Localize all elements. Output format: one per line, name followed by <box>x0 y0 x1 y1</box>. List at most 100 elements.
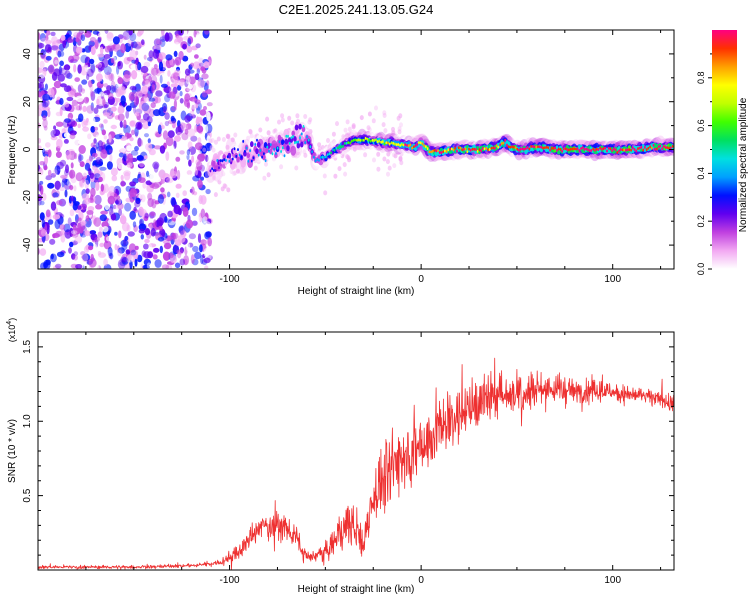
noise-blob <box>128 243 136 253</box>
ridge-blob <box>292 135 295 138</box>
faint-blob <box>391 130 396 136</box>
noise-blob <box>88 120 92 129</box>
noise-blob <box>129 210 136 220</box>
noise-blob <box>197 233 202 244</box>
noise-blob <box>155 39 163 46</box>
noise-blob <box>73 138 80 146</box>
noise-blob <box>83 96 90 104</box>
noise-blob <box>86 105 94 114</box>
noise-blob <box>156 217 164 226</box>
noise-blob <box>129 259 133 269</box>
noise-blob <box>88 230 95 238</box>
noise-blob <box>204 124 209 134</box>
noise-blob <box>184 68 191 76</box>
ridge-blob <box>354 138 357 142</box>
ridge-blob <box>509 145 512 149</box>
ridge-blob <box>616 151 619 154</box>
noise-blob <box>146 170 150 177</box>
noise-blob <box>135 50 139 56</box>
noise-blob <box>126 133 132 139</box>
noise-blob <box>118 230 122 239</box>
noise-blob <box>152 49 160 59</box>
ridge-blob <box>666 146 669 150</box>
ridge-blob <box>335 146 338 150</box>
noise-blob <box>151 67 159 76</box>
ridge-blob <box>469 148 472 152</box>
ridge-blob <box>416 142 419 146</box>
noise-blob <box>93 138 97 144</box>
noise-blob <box>61 128 66 134</box>
noise-blob <box>67 36 75 44</box>
ridge-blob <box>649 145 651 149</box>
ridge-blob <box>538 145 541 149</box>
ridge-blob <box>347 141 350 145</box>
ridge-blob <box>526 146 529 149</box>
noise-blob <box>47 169 52 177</box>
faint-blob <box>340 153 345 159</box>
noise-blob <box>176 132 182 136</box>
noise-blob <box>95 181 100 191</box>
noise-blob <box>38 225 43 231</box>
noise-blob <box>114 243 118 251</box>
noise-blob <box>152 238 156 244</box>
noise-blob <box>173 41 181 51</box>
ridge-blob <box>428 150 431 154</box>
ridge-blob <box>230 161 233 165</box>
noise-blob <box>60 234 66 243</box>
noise-blob <box>149 108 155 118</box>
snr-ylabel: SNR (10 * v/v) <box>7 419 18 483</box>
noise-blob <box>101 96 106 106</box>
noise-blob <box>103 104 108 109</box>
noise-blob <box>69 133 76 140</box>
faint-blob <box>216 136 221 142</box>
noise-blob <box>135 61 139 71</box>
noise-blob <box>38 82 42 89</box>
ridge-blob <box>475 148 477 151</box>
noise-blob <box>127 39 132 47</box>
ridge-blob <box>285 134 288 138</box>
noise-blob <box>186 149 191 156</box>
noise-blob <box>191 104 195 112</box>
noise-blob <box>203 248 210 258</box>
noise-blob <box>53 125 57 130</box>
noise-blob <box>203 257 211 264</box>
noise-blob <box>102 99 106 107</box>
ridge-blob <box>612 147 615 151</box>
noise-blob <box>194 142 203 151</box>
noise-blob <box>66 38 73 43</box>
noise-blob <box>137 137 142 147</box>
noise-blob <box>205 188 211 195</box>
noise-blob <box>164 32 170 42</box>
noise-blob <box>89 90 94 97</box>
noise-blob <box>98 158 104 167</box>
noise-blob <box>45 39 52 45</box>
noise-blob <box>165 264 173 269</box>
ridge-blob <box>330 151 332 155</box>
noise-blob <box>110 167 118 177</box>
noise-blob <box>69 130 77 136</box>
noise-blob <box>187 83 193 90</box>
noise-blob <box>164 177 171 183</box>
noise-blob <box>41 228 47 237</box>
noise-blob <box>179 98 184 104</box>
noise-blob <box>38 183 42 192</box>
noise-blob <box>50 129 57 138</box>
ridge-blob <box>321 155 324 159</box>
ridge-blob <box>333 148 336 152</box>
ridge-blob <box>525 147 527 151</box>
ridge-blob <box>345 141 348 145</box>
noise-blob <box>68 169 76 179</box>
noise-blob <box>122 30 131 40</box>
faint-blob <box>212 175 216 181</box>
noise-blob <box>159 36 167 42</box>
ridge-blob <box>447 148 450 152</box>
ridge-blob <box>383 142 386 146</box>
faint-blob <box>397 126 402 132</box>
snr-ticks: -100 0 100 0.5 1.0 1.5 <box>22 332 674 586</box>
noise-blob <box>158 52 167 60</box>
faint-blob <box>262 175 267 181</box>
noise-blob <box>93 107 99 114</box>
ridge-blob <box>302 125 305 128</box>
ridge-blob <box>588 149 591 153</box>
ridge-blob <box>399 143 401 147</box>
